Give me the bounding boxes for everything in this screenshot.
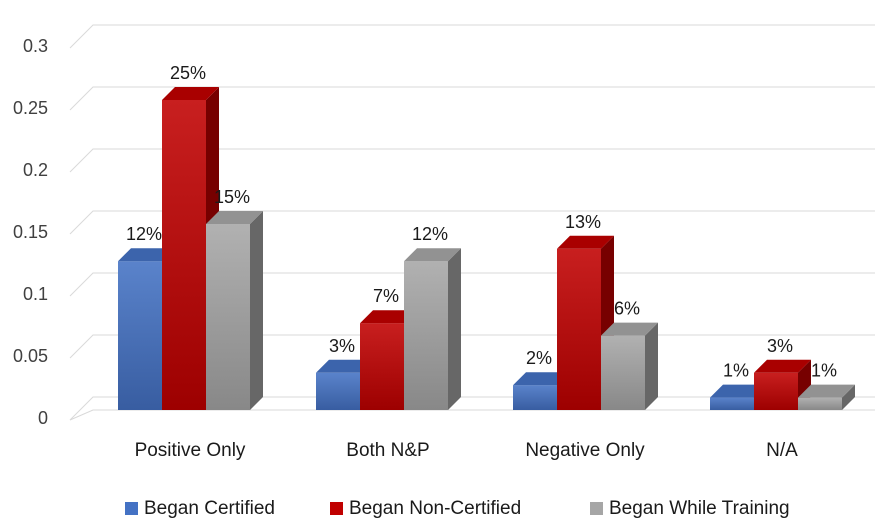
x-tick-label: Positive Only [135, 440, 246, 461]
y-tick-label: 0.1 [23, 284, 48, 304]
data-label: 3% [767, 336, 793, 356]
data-label: 2% [526, 348, 552, 368]
y-tick-label: 0.05 [13, 346, 48, 366]
bar [404, 248, 461, 410]
y-tick-label: 0.15 [13, 222, 48, 242]
legend-entry: Began Certified [144, 498, 275, 519]
x-tick-label: Both N&P [346, 440, 429, 461]
legend-swatch [125, 502, 138, 515]
x-tick-label: Negative Only [525, 440, 645, 461]
legend-swatch [590, 502, 603, 515]
bars [118, 87, 855, 410]
gridline [69, 148, 875, 173]
bar [206, 211, 263, 410]
data-label: 12% [126, 224, 162, 244]
gridlines [69, 24, 875, 421]
legend: Began Certified Began Non-Certified Began … [125, 498, 790, 519]
x-axis-categories: Positive Only Both N&P Negative Only N/A [135, 440, 799, 461]
data-label: 6% [614, 299, 640, 319]
legend-swatch [330, 502, 343, 515]
y-tick-label: 0.3 [23, 36, 48, 56]
data-labels: 12% 25% 15% 3% 7% 12% 2% 13% 6% 1% 3% 1% [126, 63, 837, 381]
y-tick-label: 0.2 [23, 160, 48, 180]
data-label: 3% [329, 336, 355, 356]
data-label: 15% [214, 187, 250, 207]
data-label: 12% [412, 224, 448, 244]
gridline [69, 272, 875, 297]
legend-entry: Began While Training [609, 498, 790, 519]
data-label: 25% [170, 63, 206, 83]
y-tick-label: 0 [38, 408, 48, 428]
y-axis-ticks: 0 0.05 0.1 0.15 0.2 0.25 0.3 [13, 36, 48, 428]
bar [798, 384, 855, 410]
x-tick-label: N/A [766, 440, 798, 461]
y-tick-label: 0.25 [13, 98, 48, 118]
legend-entry: Began Non-Certified [349, 498, 521, 519]
data-label: 7% [373, 286, 399, 306]
gridline [69, 24, 875, 49]
data-label: 13% [565, 212, 601, 232]
bar [601, 322, 658, 410]
data-label: 1% [811, 361, 837, 381]
data-label: 1% [723, 361, 749, 381]
gridline [69, 210, 875, 235]
floor-line [69, 409, 875, 421]
gridline [69, 86, 875, 111]
